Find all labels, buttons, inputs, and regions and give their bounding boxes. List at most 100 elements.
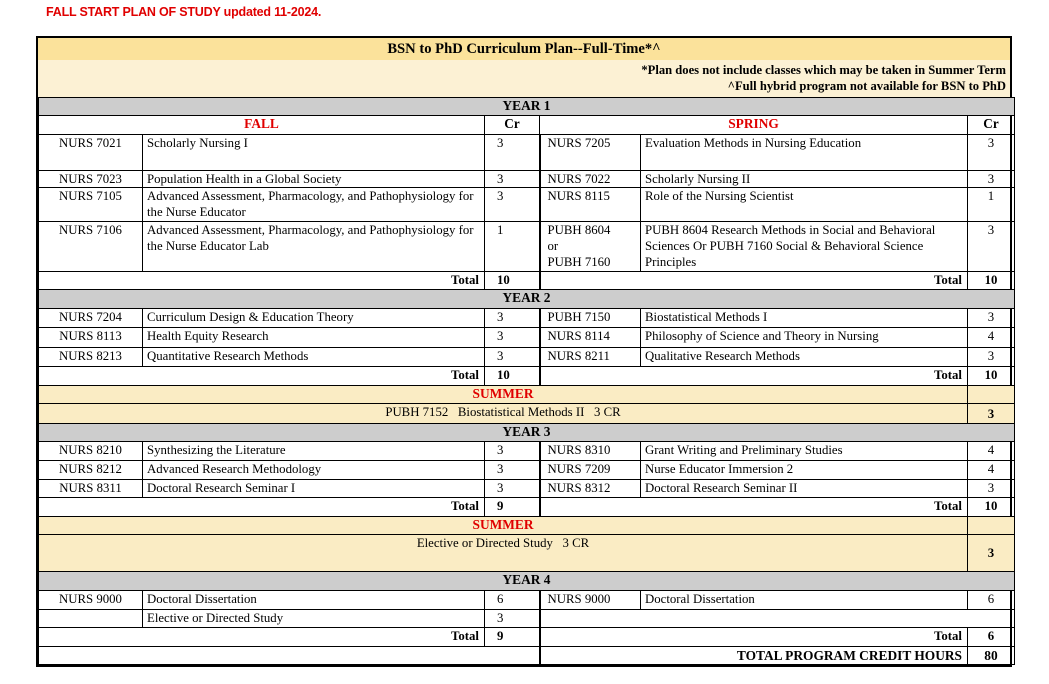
table-row: Elective or Directed Study 3 CR 3 [38, 534, 1015, 572]
course-code-cell: NURS 9000 [538, 590, 641, 610]
course-title-cell: Curriculum Design & Education Theory [142, 308, 485, 328]
course-code-cell: NURS 7021 [38, 134, 143, 171]
table-row: Total 10 Total 10 [38, 271, 1015, 290]
course-code-cell: NURS 8213 [38, 347, 143, 367]
footnote-hybrid-availability: ^Full hybrid program not available for B… [727, 79, 1006, 93]
credit-value-cell: 3 [484, 609, 540, 628]
credit-value-cell: 3 [967, 347, 1015, 367]
summer-course-cell: PUBH 7152 Biostatistical Methods II 3 CR [38, 403, 968, 424]
credit-value-cell: 3 [484, 441, 540, 461]
program-total-label-cell: TOTAL PROGRAM CREDIT HOURS [538, 646, 968, 665]
course-code-cell: NURS 7105 [38, 187, 143, 222]
table-row: Elective or Directed Study 3 [38, 609, 1015, 628]
credit-value-cell: 4 [967, 460, 1015, 480]
table-row: NURS 7105 Advanced Assessment, Pharmacolo… [38, 187, 1015, 222]
summer-header: SUMMER [38, 516, 968, 535]
course-title-cell: Advanced Assessment, Pharmacology, and P… [142, 187, 485, 222]
year-header: YEAR 2 [38, 289, 1015, 309]
credits-column-header: Cr [484, 115, 540, 135]
course-code-cell: NURS 7022 [538, 170, 641, 188]
program-total-value-cell: 80 [967, 646, 1015, 665]
course-code-cell: NURS 7106 [38, 221, 143, 272]
course-title-cell: Quantitative Research Methods [142, 347, 485, 367]
table-row: NURS 8210 Synthesizing the Literature 3 NUR… [38, 441, 1015, 461]
credit-value-cell: 3 [484, 347, 540, 367]
course-title-cell: Advanced Assessment, Pharmacology, and P… [142, 221, 485, 272]
credit-value-cell: 3 [484, 479, 540, 498]
table-row: YEAR 3 [38, 423, 1015, 442]
summer-credit-cell: 3 [967, 403, 1015, 424]
course-title-cell: Advanced Research Methodology [142, 460, 485, 480]
year-header: YEAR 4 [38, 571, 1015, 591]
course-code-cell [38, 609, 143, 628]
plan-footnotes: *Plan does not include classes which may… [38, 60, 1010, 97]
course-title-cell: Health Equity Research [142, 327, 485, 348]
summer-course-cell: Elective or Directed Study 3 CR [38, 534, 968, 572]
credit-value-cell: 3 [484, 308, 540, 328]
total-value-cell: 10 [967, 271, 1015, 290]
course-title-cell: PUBH 8604 Research Methods in Social and… [640, 221, 968, 272]
table-row: NURS 8213 Quantitative Research Methods 3 N… [38, 347, 1015, 367]
year-header: YEAR 3 [38, 423, 1015, 442]
credit-value-cell: 3 [967, 308, 1015, 328]
total-label-cell: Total [538, 497, 968, 517]
total-value-cell: 9 [484, 627, 540, 647]
total-value-cell: 9 [484, 497, 540, 517]
table-row: SUMMER [38, 516, 1015, 535]
credit-value-cell: 6 [967, 590, 1015, 610]
empty-cell [538, 609, 1015, 628]
table-row: NURS 7023 Population Health in a Global S… [38, 170, 1015, 188]
total-label-cell: Total [538, 271, 968, 290]
table-row: TOTAL PROGRAM CREDIT HOURS 80 [38, 646, 1015, 665]
total-label-cell: Total [38, 271, 485, 290]
course-title-cell: Doctoral Dissertation [142, 590, 485, 610]
total-label-cell: Total [538, 627, 968, 647]
table-row: Total 9 Total 10 [38, 497, 1015, 517]
curriculum-document: BSN to PhD Curriculum Plan--Full-Time*^ … [36, 36, 1015, 667]
empty-cell [38, 646, 540, 665]
course-title-cell: Nurse Educator Immersion 2 [640, 460, 968, 480]
term-header: SPRING [539, 115, 968, 135]
course-code-cell: NURS 8114 [538, 327, 641, 348]
course-code-cell: NURS 8311 [38, 479, 143, 498]
credit-value-cell: 3 [967, 170, 1015, 188]
term-header: FALL [38, 115, 485, 135]
total-value-cell: 10 [484, 271, 540, 290]
credit-value-cell: 3 [484, 460, 540, 480]
course-code-cell: NURS 8212 [38, 460, 143, 480]
year-header: YEAR 1 [38, 97, 1015, 116]
table-row: FALL Cr SPRING Cr [38, 115, 1015, 135]
course-code-cell: NURS 7204 [38, 308, 143, 328]
course-code-cell: NURS 8312 [538, 479, 641, 498]
table-row: YEAR 4 [38, 571, 1015, 591]
course-title-cell: Doctoral Research Seminar I [142, 479, 485, 498]
empty-cell [967, 385, 1015, 404]
plan-update-note: FALL START PLAN OF STUDY updated 11-2024… [46, 5, 322, 19]
credit-value-cell: 4 [967, 327, 1015, 348]
course-title-cell: Doctoral Dissertation [640, 590, 968, 610]
table-row: NURS 7021 Scholarly Nursing I 3 NURS 7205 Ev… [38, 134, 1015, 171]
curriculum-table-body: YEAR 1 FALL Cr SPRING Cr NURS 7021 Scholarly N… [38, 97, 1015, 665]
course-code-cell: NURS 8210 [38, 441, 143, 461]
course-code-cell: NURS 8115 [538, 187, 641, 222]
total-label-cell: Total [38, 627, 485, 647]
credit-value-cell: 3 [967, 134, 1015, 171]
course-title-cell: Population Health in a Global Society [142, 170, 485, 188]
course-title-cell: Scholarly Nursing I [142, 134, 485, 171]
course-title-cell: Synthesizing the Literature [142, 441, 485, 461]
course-code-cell: NURS 8211 [538, 347, 641, 367]
table-row: NURS 7106 Advanced Assessment, Pharmacolo… [38, 221, 1015, 272]
course-title-cell: Biostatistical Methods I [640, 308, 968, 328]
course-code-cell: NURS 9000 [38, 590, 143, 610]
course-title-cell: Doctoral Research Seminar II [640, 479, 968, 498]
credit-value-cell: 6 [484, 590, 540, 610]
table-row: SUMMER [38, 385, 1015, 404]
course-code-cell: NURS 7205 [538, 134, 641, 171]
empty-cell [967, 516, 1015, 535]
credits-column-header: Cr [967, 115, 1015, 135]
total-label-cell: Total [38, 497, 485, 517]
summer-credit-cell: 3 [967, 534, 1015, 572]
course-title-cell: Grant Writing and Preliminary Studies [640, 441, 968, 461]
course-code-cell: NURS 7023 [38, 170, 143, 188]
course-title-cell: Evaluation Methods in Nursing Education [640, 134, 968, 171]
